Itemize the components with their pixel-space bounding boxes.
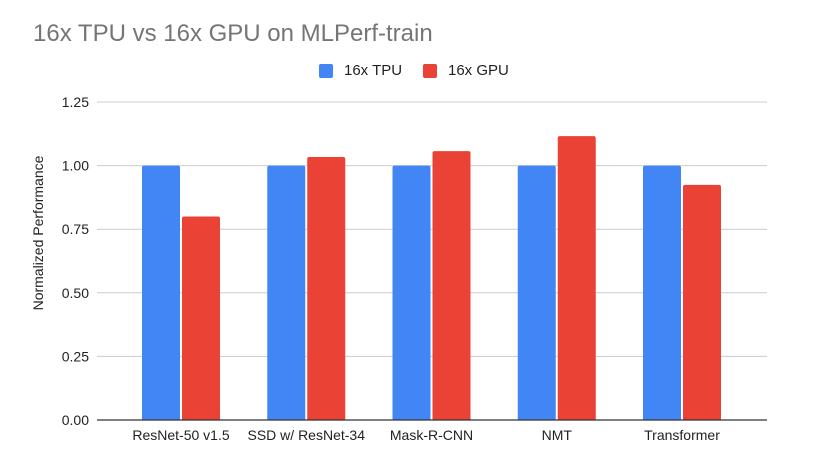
y-tick-label: 0.25 xyxy=(62,348,89,364)
bar-tpu xyxy=(392,165,431,420)
bar-tpu xyxy=(142,165,180,420)
y-tick-label: 0.50 xyxy=(62,285,89,301)
x-tick-label: NMT xyxy=(542,427,573,443)
legend-label-tpu: 16x TPU xyxy=(344,62,403,79)
bar-tpu xyxy=(267,165,306,420)
bar-gpu xyxy=(307,156,346,421)
y-tick-label: 0.00 xyxy=(62,412,89,428)
legend-item-tpu: 16x TPU xyxy=(319,62,402,79)
y-tick-label: 0.75 xyxy=(62,221,89,237)
x-tick-label: Mask-R-CNN xyxy=(390,427,473,443)
legend-swatch-tpu xyxy=(319,63,333,78)
bar-gpu xyxy=(182,216,220,420)
legend-label-gpu: 16x GPU xyxy=(448,62,509,79)
legend-item-gpu: 16x GPU xyxy=(423,62,509,79)
chart-title: 16x TPU vs 16x GPU on MLPerf-train xyxy=(33,20,433,47)
y-tick-label: 1.25 xyxy=(62,94,89,110)
legend-swatch-gpu xyxy=(423,63,437,78)
bar-gpu xyxy=(683,184,721,420)
bar-tpu xyxy=(517,165,556,420)
x-tick-label: SSD w/ ResNet-34 xyxy=(248,427,366,443)
bar-gpu xyxy=(557,136,596,420)
bar-tpu xyxy=(643,165,681,420)
x-tick-label: ResNet-50 v1.5 xyxy=(132,427,229,443)
bar-gpu xyxy=(432,151,471,421)
x-tick-label: Transformer xyxy=(644,427,720,443)
y-tick-label: 1.00 xyxy=(62,158,89,174)
